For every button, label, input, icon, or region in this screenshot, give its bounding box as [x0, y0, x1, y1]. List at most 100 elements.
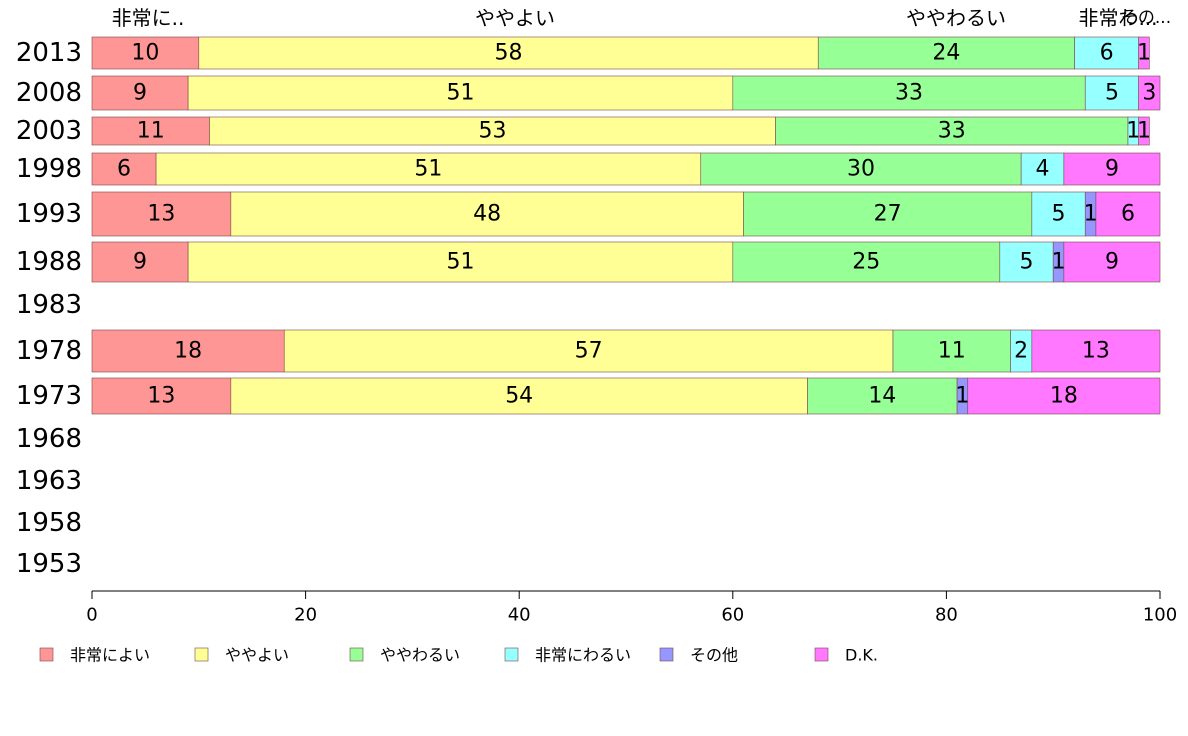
bar-2008-series-2 — [732, 75, 1086, 111]
legend-swatch-5 — [814, 647, 829, 662]
legend-label-3: 非常にわるい — [535, 646, 631, 665]
data-label-2003-series-2: 33 — [938, 119, 966, 144]
data-label-2008-series-5: 3 — [1142, 81, 1156, 106]
data-label-1988-series-5: 9 — [1105, 250, 1119, 275]
bars: 10 58 24 6 19 51 33 5 311 53 33 116 51 30 4 913 48 27 5 1 69… — [91, 36, 1161, 415]
category-label-1953: 1953 — [16, 549, 82, 579]
x-tick-label-60: 60 — [721, 605, 744, 626]
bar-1988-series-1 — [187, 241, 734, 283]
bar-1978-series-0 — [91, 329, 285, 373]
data-label-2003-series-5: 1 — [1137, 119, 1151, 144]
data-label-1973-series-1: 54 — [505, 384, 533, 409]
data-label-1978-series-0: 18 — [174, 339, 202, 364]
data-label-1998-series-3: 4 — [1036, 157, 1050, 182]
data-label-1998-series-1: 51 — [414, 157, 442, 182]
legend-swatch-1 — [194, 647, 209, 662]
data-label-2008-series-2: 33 — [895, 81, 923, 106]
data-label-1978-series-3: 2 — [1014, 339, 1028, 364]
x-tick-label-80: 80 — [935, 605, 958, 626]
data-label-1993-series-4: 1 — [1084, 202, 1098, 227]
legend-label-4: その他 — [690, 646, 738, 665]
bar-2008-series-0 — [91, 75, 189, 111]
data-label-1988-series-0: 9 — [133, 250, 147, 275]
legend-swatch-3 — [504, 647, 519, 662]
category-label-1973: 1973 — [16, 381, 82, 411]
data-label-1993-series-2: 27 — [874, 202, 902, 227]
bar-2008-series-1 — [187, 75, 734, 111]
data-label-2003-series-3: 1 — [1126, 119, 1140, 144]
category-label-1998: 1998 — [16, 154, 82, 184]
category-label-2013: 2013 — [16, 38, 82, 68]
data-label-1973-series-4: 1 — [955, 384, 969, 409]
legend: 非常によい ややよい ややわるい 非常にわるい その他 D.K. — [39, 646, 878, 665]
data-label-1993-series-5: 6 — [1121, 202, 1135, 227]
category-label-1968: 1968 — [16, 424, 82, 454]
legend-swatch-4 — [659, 647, 674, 662]
legend-swatch-0 — [39, 647, 54, 662]
bar-1988-series-2 — [732, 241, 1001, 283]
x-axis: 0 20 40 60 80 100 — [86, 590, 1177, 626]
category-label-1993: 1993 — [16, 199, 82, 229]
data-label-1988-series-3: 5 — [1020, 250, 1034, 275]
bar-2003-series-1 — [209, 116, 776, 146]
category-label-1958: 1958 — [16, 508, 82, 538]
data-label-2008-series-1: 51 — [446, 81, 474, 106]
data-label-1998-series-2: 30 — [847, 157, 875, 182]
x-tick-label-20: 20 — [294, 605, 317, 626]
bar-2013-series-0 — [91, 36, 200, 70]
category-label-1978: 1978 — [16, 336, 82, 366]
top-label-4: その... — [1121, 8, 1171, 28]
data-label-2013-series-1: 58 — [495, 41, 523, 66]
data-label-1973-series-5: 18 — [1050, 384, 1078, 409]
data-label-2003-series-1: 53 — [479, 119, 507, 144]
bar-2008-series-5 — [1138, 75, 1161, 111]
bar-2003-series-5 — [1138, 116, 1150, 146]
bar-2013-series-2 — [817, 36, 1075, 70]
top-labels: 非常に.. ややよい ややわるい 非常わ...その... — [112, 6, 1171, 30]
data-label-1993-series-0: 13 — [147, 202, 175, 227]
x-tick-label-100: 100 — [1143, 605, 1177, 626]
data-label-2013-series-2: 24 — [932, 41, 960, 66]
category-label-2008: 2008 — [16, 78, 82, 108]
data-label-1993-series-3: 5 — [1052, 202, 1066, 227]
bar-1973-series-5 — [967, 377, 1161, 415]
x-tick-label-0: 0 — [86, 605, 97, 626]
data-label-2008-series-3: 5 — [1105, 81, 1119, 106]
bar-2003-series-2 — [775, 116, 1129, 146]
data-label-2013-series-3: 6 — [1100, 41, 1114, 66]
data-label-1998-series-5: 9 — [1105, 157, 1119, 182]
data-label-1988-series-2: 25 — [852, 250, 880, 275]
data-label-1988-series-4: 1 — [1052, 250, 1066, 275]
bar-1993-series-2 — [743, 191, 1033, 237]
bar-1978-series-5 — [1031, 329, 1161, 373]
bar-1988-series-3 — [999, 241, 1054, 283]
bar-2013-series-3 — [1074, 36, 1139, 70]
data-label-1973-series-0: 13 — [147, 384, 175, 409]
data-label-2013-series-0: 10 — [131, 41, 159, 66]
top-label-0: 非常に.. — [112, 6, 185, 30]
bar-1973-series-0 — [91, 377, 232, 415]
bar-1993-series-0 — [91, 191, 232, 237]
data-label-2003-series-0: 11 — [137, 119, 165, 144]
bar-2013-series-1 — [198, 36, 819, 70]
data-label-1993-series-1: 48 — [473, 202, 501, 227]
bar-1993-series-5 — [1095, 191, 1161, 237]
top-label-3: 非常わ... — [1078, 6, 1157, 30]
data-label-1973-series-2: 14 — [868, 384, 896, 409]
legend-label-1: ややよい — [225, 646, 289, 665]
category-label-1963: 1963 — [16, 466, 82, 496]
bar-2013-series-5 — [1138, 36, 1150, 70]
top-label-2: ややわるい — [906, 6, 1006, 30]
x-tick-label-40: 40 — [508, 605, 531, 626]
bar-1993-series-3 — [1031, 191, 1086, 237]
bar-1988-series-0 — [91, 241, 189, 283]
bar-1973-series-1 — [230, 377, 808, 415]
top-label-1: ややよい — [475, 6, 555, 30]
category-label-1983: 1983 — [16, 290, 82, 320]
data-label-1978-series-5: 13 — [1082, 339, 1110, 364]
bar-1988-series-5 — [1063, 241, 1161, 283]
category-label-1988: 1988 — [16, 247, 82, 277]
bar-1978-series-1 — [283, 329, 894, 373]
bar-2008-series-3 — [1084, 75, 1139, 111]
